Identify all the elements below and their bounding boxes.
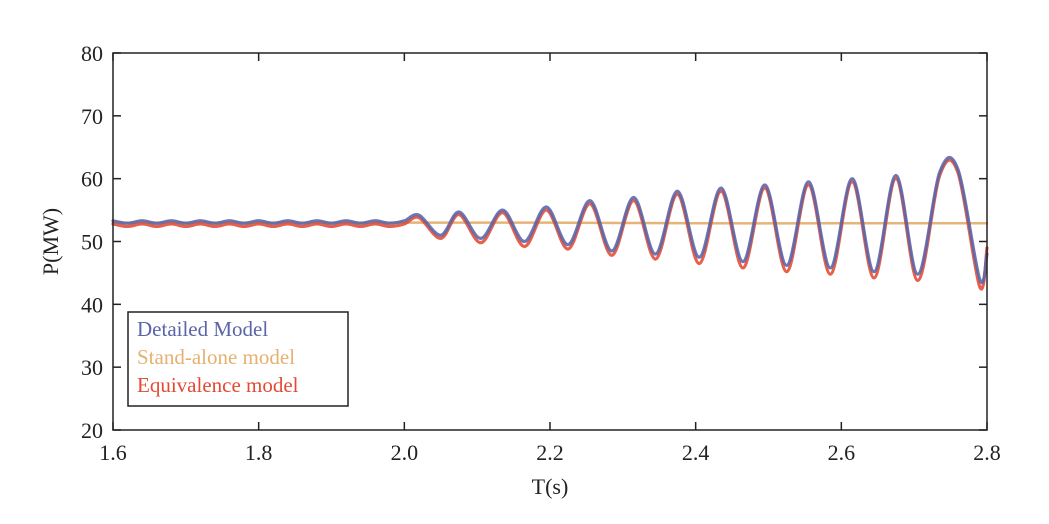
x-tick-label: 2.2 bbox=[536, 440, 564, 465]
y-tick-label: 80 bbox=[81, 41, 103, 66]
y-axis: 20 30 40 50 60 70 80 bbox=[81, 41, 987, 443]
x-tick-label: 1.6 bbox=[99, 440, 127, 465]
y-tick-label: 20 bbox=[81, 418, 103, 443]
legend-box bbox=[127, 311, 349, 407]
series-line-detailed-model bbox=[111, 155, 989, 284]
x-tick-label: 2.6 bbox=[828, 440, 856, 465]
legend-entry-stand-alone-model: Stand-alone model bbox=[137, 345, 295, 369]
x-tick-label: 2.4 bbox=[682, 440, 710, 465]
y-tick-label: 30 bbox=[81, 355, 103, 380]
y-tick-label: 50 bbox=[81, 230, 103, 255]
x-tick-label: 2.8 bbox=[973, 440, 1001, 465]
x-axis: 1.6 1.8 2.0 2.2 2.4 2.6 2.8 bbox=[99, 53, 1001, 465]
x-tick-label: 1.8 bbox=[245, 440, 273, 465]
x-tick-label: 2.0 bbox=[391, 440, 419, 465]
legend: Detailed Model Stand-alone model Equivalen… bbox=[127, 311, 349, 407]
series-layer bbox=[111, 155, 989, 291]
y-tick-label: 40 bbox=[81, 292, 103, 317]
legend-entry-equivalence-model: Equivalence model bbox=[137, 373, 299, 397]
x-axis-title: T(s) bbox=[532, 474, 569, 499]
y-tick-label: 70 bbox=[81, 104, 103, 129]
y-tick-label: 60 bbox=[81, 167, 103, 192]
legend-entry-detailed-model: Detailed Model bbox=[137, 317, 268, 341]
y-axis-title: P(MW) bbox=[38, 208, 63, 275]
series-line-equivalence-model bbox=[111, 158, 989, 291]
